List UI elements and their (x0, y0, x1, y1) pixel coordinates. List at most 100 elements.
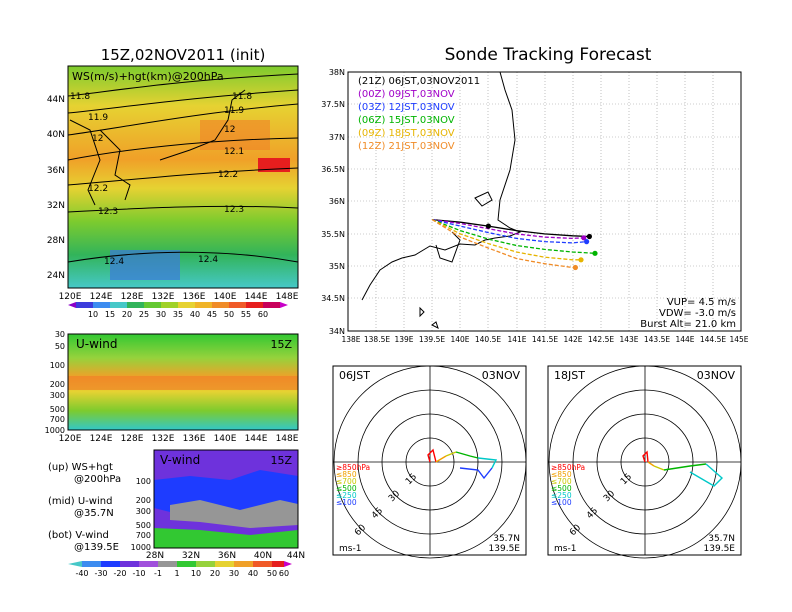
track-line (432, 218, 590, 238)
legend-entry: (09Z) 18JST,03NOV (358, 128, 455, 139)
uwind-time: 15Z (270, 338, 292, 351)
ws-colorbar: 10 15 20 25 30 35 40 45 50 55 60 (68, 302, 288, 319)
track-panel: 38N 37.5N 37N 36.5N 36N 35.5N 35N 34.5N … (321, 68, 749, 344)
hodograph-segment (663, 463, 707, 471)
colorbar-label: 20 (210, 569, 220, 578)
track-params: VUP= 4.5 m/s VDW= -3.0 m/s Burst Alt= 21… (640, 297, 736, 330)
track-line (431, 218, 596, 254)
x-tick-label: 141.5E (532, 335, 558, 344)
contour-label: 12.4 (104, 257, 124, 267)
param-line: VDW= -3.0 m/s (659, 308, 736, 319)
track-end-point (572, 264, 579, 271)
x-tick-label: 132E (152, 292, 175, 302)
level-entry: ≤700 (551, 477, 572, 486)
x-tick-label: 124E (90, 434, 113, 444)
hodograph-segment (435, 455, 447, 463)
track-line (431, 219, 576, 269)
level-entry: ≤100 (551, 498, 572, 507)
map-xticks: 120E 124E 128E 132E 136E 140E 144E 148E (59, 292, 299, 302)
y-tick-label: 37N (329, 133, 345, 142)
track-yticks: 38N 37.5N 37N 36.5N 36N 35.5N 35N 34.5N … (321, 68, 345, 336)
contour-label: 11.9 (88, 113, 108, 123)
colorbar-swatch (272, 561, 284, 567)
legend-entry: (06Z) 15JST,03NOV (358, 115, 455, 126)
x-tick-label: 144E (245, 292, 268, 302)
right-title: Sonde Tracking Forecast (445, 45, 652, 65)
colorbar-swatch (195, 302, 212, 308)
x-tick-label: 128E (121, 292, 144, 302)
hodograph-lon: 139.5E (489, 544, 521, 554)
x-tick-label: 142E (563, 335, 582, 344)
hodograph-segment (653, 465, 665, 471)
track-end-point (581, 235, 587, 241)
uwind-core (68, 376, 298, 390)
colorbar-swatch (280, 302, 288, 308)
x-tick-label: 140E (214, 434, 237, 444)
x-tick-label: 148E (276, 292, 299, 302)
colorbar-swatch (93, 302, 110, 308)
level-entry: ≤100 (336, 498, 357, 507)
ring-label: 60 (568, 523, 583, 538)
colorbar-label: -10 (132, 569, 145, 578)
colorbar-swatch (144, 302, 161, 308)
level-entry: ≤700 (336, 477, 357, 486)
map-frame (67, 65, 299, 289)
y-tick-label: 32N (47, 201, 65, 211)
x-tick-label: 148E (276, 434, 299, 444)
level-entry: ≤250 (551, 491, 572, 500)
colorbar-label: 1 (174, 569, 179, 578)
y-tick-label: 300 (136, 507, 151, 516)
colorbar-swatch (82, 561, 101, 567)
x-tick-label: 143.5E (644, 335, 670, 344)
contour-label: 12.3 (98, 207, 118, 217)
vwind-xticks: 28N 32N 36N 40N 44N (146, 551, 305, 561)
y-tick-label: 34.5N (321, 294, 345, 303)
x-tick-label: 145E (729, 335, 748, 344)
level-entry: ≥850hPa (551, 463, 585, 472)
contour-label: 11.8 (70, 92, 90, 102)
level-entry: ≤500 (551, 484, 572, 493)
note-line: (bot) V-wind (48, 530, 109, 541)
level-entry: ≤250 (336, 491, 357, 500)
x-tick-label: 140E (214, 292, 237, 302)
wind-colorbar-labels: -40 -30 -20 -10 -1 1 10 20 30 40 50 60 (75, 569, 289, 578)
colorbar-swatch (101, 561, 120, 567)
x-tick-label: 36N (218, 551, 236, 561)
jet-core (200, 120, 270, 150)
y-tick-label: 37.5N (321, 100, 345, 109)
y-tick-label: 36.5N (321, 165, 345, 174)
colorbar-label: 50 (267, 569, 277, 578)
colorbar-swatch (68, 302, 76, 308)
track-legend: (21Z) 06JST,03NOV2011 (00Z) 09JST,03NOV … (358, 76, 480, 152)
contour-label: 12.3 (224, 205, 244, 215)
x-tick-label: 138.5E (364, 335, 390, 344)
y-tick-label: 34N (329, 327, 345, 336)
track-end-point (584, 239, 590, 245)
ring-label: 60 (353, 523, 368, 538)
x-tick-label: 143E (619, 335, 638, 344)
x-tick-label: 40N (254, 551, 272, 561)
y-tick-label: 28N (47, 236, 65, 246)
contour-label: 12 (224, 125, 235, 135)
colorbar-swatch (68, 561, 82, 567)
param-line: Burst Alt= 21.0 km (640, 319, 736, 330)
colorbar-swatch (234, 561, 253, 567)
legend-entry: (12Z) 21JST,03NOV (358, 141, 455, 152)
colorbar-label: 40 (190, 310, 200, 319)
colorbar-label: 10 (88, 310, 98, 319)
hodograph-left: 15 30 45 60 06JST 03NOV 35.7N 139.5E ms-… (332, 365, 527, 559)
map-yticks: 44N 40N 36N 32N 28N 24N (47, 95, 65, 281)
hodograph-rings (333, 365, 527, 559)
ring-label: 45 (585, 506, 600, 521)
note-line: @200hPa (74, 474, 121, 485)
colorbar-swatch (196, 561, 215, 567)
track-end-point (592, 250, 598, 256)
y-tick-label: 300 (50, 391, 65, 400)
ring-label: 45 (370, 506, 385, 521)
y-tick-label: 500 (136, 521, 151, 530)
x-tick-label: 144E (675, 335, 694, 344)
y-tick-label: 44N (47, 95, 65, 105)
x-tick-label: 44N (287, 551, 305, 561)
colorbar-label: 50 (224, 310, 234, 319)
x-tick-label: 138E (341, 335, 360, 344)
